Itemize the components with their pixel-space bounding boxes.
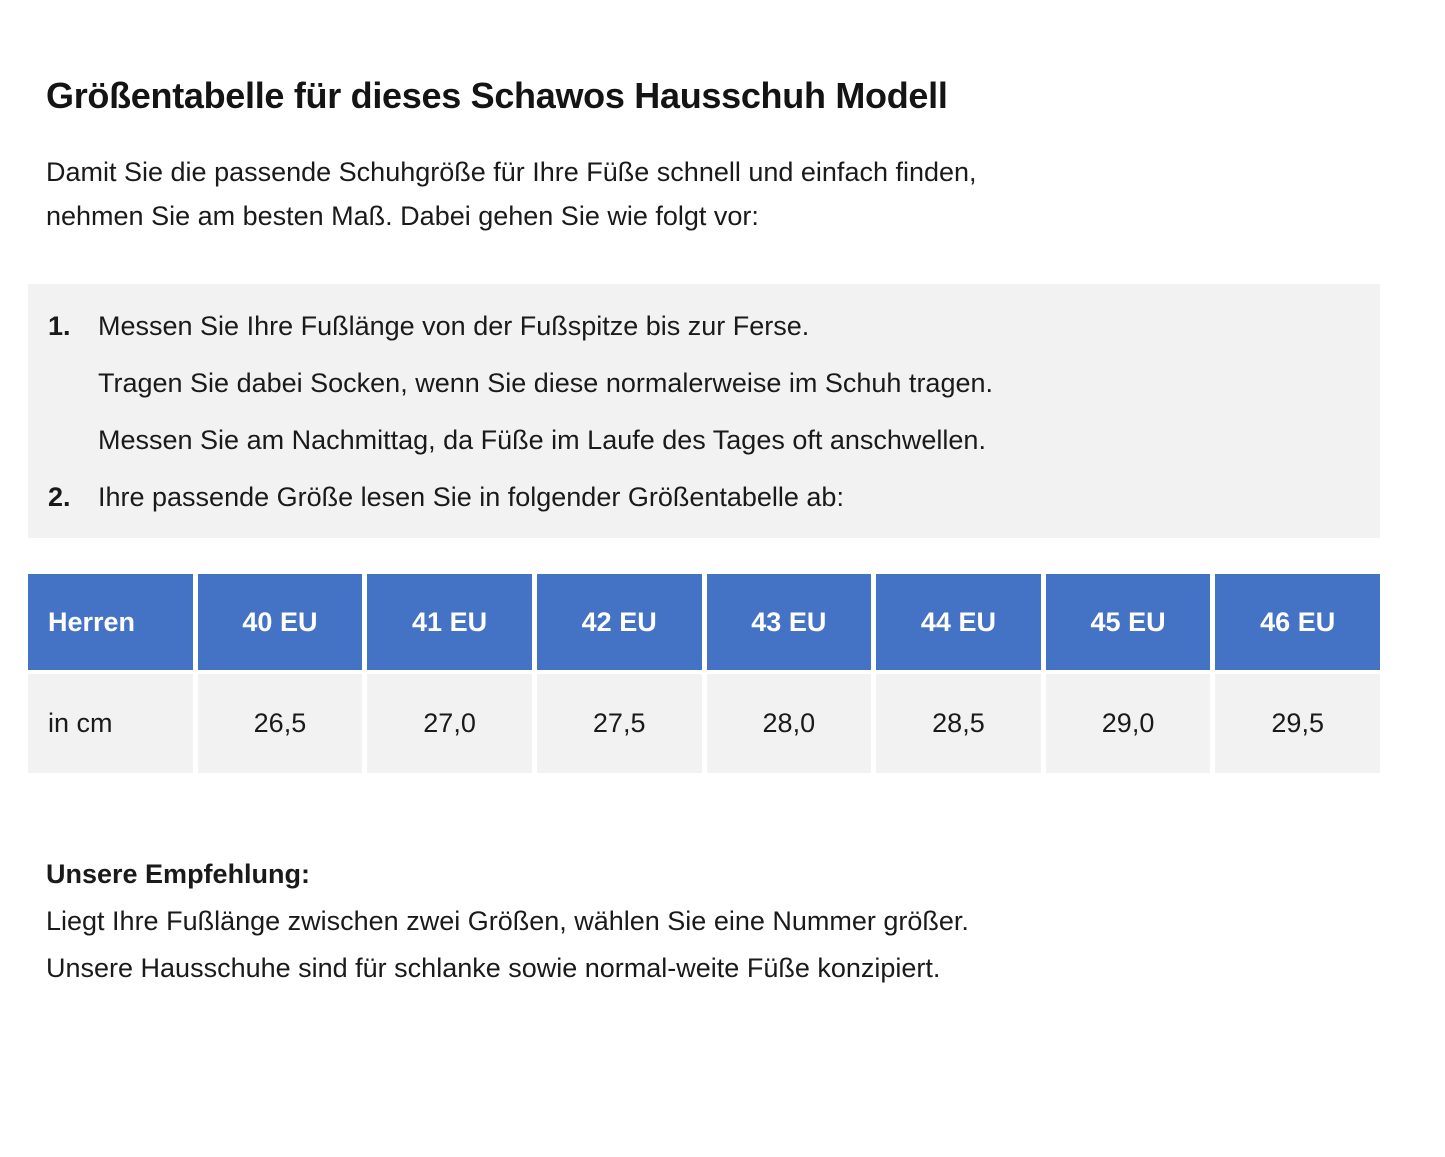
- size-table-header-42eu: 42 EU: [536, 574, 702, 670]
- step-text: Ihre passende Größe lesen Sie in folgend…: [98, 482, 844, 512]
- instruction-step-2: 2. Ihre passende Größe lesen Sie in folg…: [48, 469, 1360, 526]
- step-text: Messen Sie am Nachmittag, da Füße im Lau…: [98, 425, 986, 455]
- intro-text: Damit Sie die passende Schuhgröße für Ih…: [46, 150, 1445, 238]
- size-table-header-40eu: 40 EU: [197, 574, 363, 670]
- size-table-cell-40eu-cm: 26,5: [197, 674, 363, 773]
- document-page: Größentabelle für dieses Schawos Haussch…: [0, 74, 1445, 1157]
- size-table-header-41eu: 41 EU: [367, 574, 532, 670]
- recommendation-line-1: Liegt Ihre Fußlänge zwischen zwei Größen…: [46, 906, 969, 936]
- size-table-cell-46eu-cm: 29,5: [1215, 674, 1380, 773]
- instruction-step-1-sub-1: Tragen Sie dabei Socken, wenn Sie diese …: [48, 355, 1360, 412]
- size-table-header-43eu: 43 EU: [706, 574, 872, 670]
- step-text: Messen Sie Ihre Fußlänge von der Fußspit…: [98, 311, 810, 341]
- intro-line-1: Damit Sie die passende Schuhgröße für Ih…: [46, 157, 977, 187]
- recommendation-line-2: Unsere Hausschuhe sind für schlanke sowi…: [46, 953, 941, 983]
- size-table-header-44eu: 44 EU: [876, 574, 1041, 670]
- size-table-cell-41eu-cm: 27,0: [367, 674, 532, 773]
- instruction-step-1: 1. Messen Sie Ihre Fußlänge von der Fußs…: [48, 298, 1360, 355]
- size-table-cell-45eu-cm: 29,0: [1045, 674, 1211, 773]
- size-table-cell-44eu-cm: 28,5: [876, 674, 1041, 773]
- recommendation-block: Unsere Empfehlung: Liegt Ihre Fußlänge z…: [46, 851, 1445, 992]
- step-number: 1.: [48, 311, 71, 341]
- size-table-cell-42eu-cm: 27,5: [536, 674, 702, 773]
- size-table-cell-43eu-cm: 28,0: [706, 674, 872, 773]
- size-table-row-label: in cm: [28, 674, 193, 773]
- step-number: 2.: [48, 482, 71, 512]
- step-text: Tragen Sie dabei Socken, wenn Sie diese …: [98, 368, 993, 398]
- instruction-step-1-sub-2: Messen Sie am Nachmittag, da Füße im Lau…: [48, 412, 1360, 469]
- recommendation-heading: Unsere Empfehlung:: [46, 859, 311, 889]
- size-table-header-herren: Herren: [28, 574, 193, 670]
- page-title: Größentabelle für dieses Schawos Haussch…: [46, 75, 948, 116]
- size-table: Herren 40 EU 41 EU 42 EU 43 EU 44 EU 45 …: [28, 574, 1380, 773]
- instructions-box: 1. Messen Sie Ihre Fußlänge von der Fußs…: [28, 284, 1380, 538]
- size-table-header-45eu: 45 EU: [1045, 574, 1211, 670]
- intro-line-2: nehmen Sie am besten Maß. Dabei gehen Si…: [46, 201, 759, 231]
- size-table-header-46eu: 46 EU: [1215, 574, 1380, 670]
